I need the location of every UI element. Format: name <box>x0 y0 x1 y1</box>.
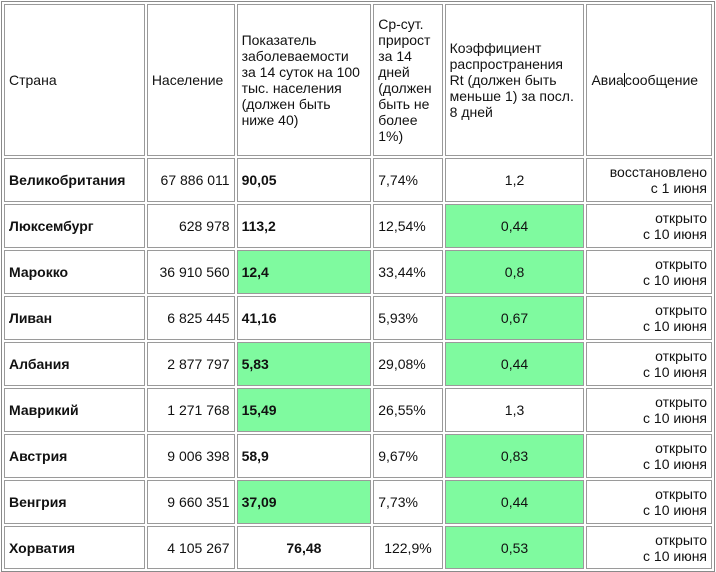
header-country: Страна <box>4 4 145 156</box>
cell-rt: 0,67 <box>444 296 585 340</box>
cell-air-service: открыто с 10 июня <box>586 526 712 569</box>
air-date: с 10 июня <box>643 547 707 564</box>
cell-rt: 0,83 <box>444 434 585 478</box>
cell-rt: 0,44 <box>444 204 585 248</box>
air-date: с 1 июня <box>650 180 707 196</box>
cell-country: Албания <box>4 342 145 386</box>
table-row: Марокко 36 910 560 12,4 33,44% 0,8 открыто с 1… <box>4 250 712 294</box>
cell-growth: 12,54% <box>373 204 443 248</box>
cell-population: 67 886 011 <box>146 158 235 202</box>
cell-incidence: 15,49 <box>236 388 372 432</box>
cell-country: Ливан <box>4 296 145 340</box>
cell-air-service: открыто с 10 июня <box>586 342 712 386</box>
air-date: с 10 июня <box>643 272 707 288</box>
table-row: Маврикий 1 271 768 15,49 26,55% 1,3 открыто с … <box>4 388 712 432</box>
table-row: Хорватия 4 105 267 76,48 122,9% 0,53 открыто с… <box>4 526 712 569</box>
air-status: открыто <box>655 486 707 502</box>
air-date: с 10 июня <box>643 364 707 380</box>
cell-population: 2 877 797 <box>146 342 235 386</box>
cell-growth: 7,73% <box>373 480 443 524</box>
cell-country: Марокко <box>4 250 145 294</box>
cell-air-service: открыто с 10 июня <box>586 204 712 248</box>
cell-incidence: 12,4 <box>236 250 372 294</box>
cell-air-service: открыто с 10 июня <box>586 296 712 340</box>
air-status: открыто <box>655 348 707 364</box>
header-population: Население <box>146 4 235 156</box>
header-rt: Коэффициент распространения Rt (должен б… <box>444 4 585 156</box>
cell-growth: 122,9% <box>373 526 443 569</box>
header-incidence: Показатель заболеваемости за 14 суток на… <box>236 4 372 156</box>
table-row: Великобритания 67 886 011 90,05 7,74% 1,2 вос… <box>4 158 712 202</box>
cell-population: 9 660 351 <box>146 480 235 524</box>
air-date: с 10 июня <box>643 502 707 518</box>
cell-rt: 0,53 <box>444 526 585 569</box>
table-row: Люксембург 628 978 113,2 12,54% 0,44 открыто с… <box>4 204 712 248</box>
cell-rt: 0,44 <box>444 342 585 386</box>
header-air-service: Авиасообщение <box>586 4 712 156</box>
cell-population: 628 978 <box>146 204 235 248</box>
cell-population: 1 271 768 <box>146 388 235 432</box>
cell-growth: 9,67% <box>373 434 443 478</box>
air-date: с 10 июня <box>643 318 707 334</box>
air-status: открыто <box>655 531 707 548</box>
table-row: Ливан 6 825 445 41,16 5,93% 0,67 открыто с 10 … <box>4 296 712 340</box>
cell-growth: 5,93% <box>373 296 443 340</box>
cell-country: Хорватия <box>4 526 145 569</box>
cell-air-service: открыто с 10 июня <box>586 480 712 524</box>
air-status: открыто <box>655 256 707 272</box>
cell-air-service: открыто с 10 июня <box>586 388 712 432</box>
air-status: открыто <box>655 302 707 318</box>
air-status: восстановлено <box>609 164 707 180</box>
cell-rt: 1,3 <box>444 388 585 432</box>
cell-country: Венгрия <box>4 480 145 524</box>
cell-country: Маврикий <box>4 388 145 432</box>
air-date: с 10 июня <box>643 226 707 242</box>
cell-incidence: 90,05 <box>236 158 372 202</box>
cell-growth: 33,44% <box>373 250 443 294</box>
table-row: Австрия 9 006 398 58,9 9,67% 0,83 открыто с 10… <box>4 434 712 478</box>
cell-country: Австрия <box>4 434 145 478</box>
air-status: открыто <box>655 210 707 226</box>
cell-air-service: восстановлено с 1 июня <box>586 158 712 202</box>
cell-rt: 0,8 <box>444 250 585 294</box>
text-cursor <box>623 73 625 87</box>
cell-incidence: 37,09 <box>236 480 372 524</box>
cell-incidence: 58,9 <box>236 434 372 478</box>
cell-country: Великобритания <box>4 158 145 202</box>
cell-air-service: открыто с 10 июня <box>586 434 712 478</box>
cell-incidence: 113,2 <box>236 204 372 248</box>
table-row: Албания 2 877 797 5,83 29,08% 0,44 открыто с 1… <box>4 342 712 386</box>
cell-growth: 7,74% <box>373 158 443 202</box>
header-air-part1: Авиа <box>591 72 624 88</box>
cell-incidence: 5,83 <box>236 342 372 386</box>
air-status: открыто <box>655 394 707 410</box>
header-air-part2: сообщение <box>624 72 699 88</box>
air-date: с 10 июня <box>643 456 707 472</box>
cell-incidence: 76,48 <box>236 526 372 569</box>
cell-rt: 1,2 <box>444 158 585 202</box>
cell-population: 6 825 445 <box>146 296 235 340</box>
cell-population: 36 910 560 <box>146 250 235 294</box>
air-date: с 10 июня <box>643 410 707 426</box>
cell-country: Люксембург <box>4 204 145 248</box>
header-growth: Ср-сут. прирост за 14 дней (должен быть … <box>373 4 443 156</box>
cell-population: 4 105 267 <box>146 526 235 569</box>
cell-rt: 0,44 <box>444 480 585 524</box>
cell-population: 9 006 398 <box>146 434 235 478</box>
cell-growth: 26,55% <box>373 388 443 432</box>
air-status: открыто <box>655 440 707 456</box>
cell-growth: 29,08% <box>373 342 443 386</box>
table-row: Венгрия 9 660 351 37,09 7,73% 0,44 открыто с 1… <box>4 480 712 524</box>
cell-air-service: открыто с 10 июня <box>586 250 712 294</box>
header-row: Страна Население Показатель заболеваемос… <box>4 4 712 156</box>
cell-incidence: 41,16 <box>236 296 372 340</box>
